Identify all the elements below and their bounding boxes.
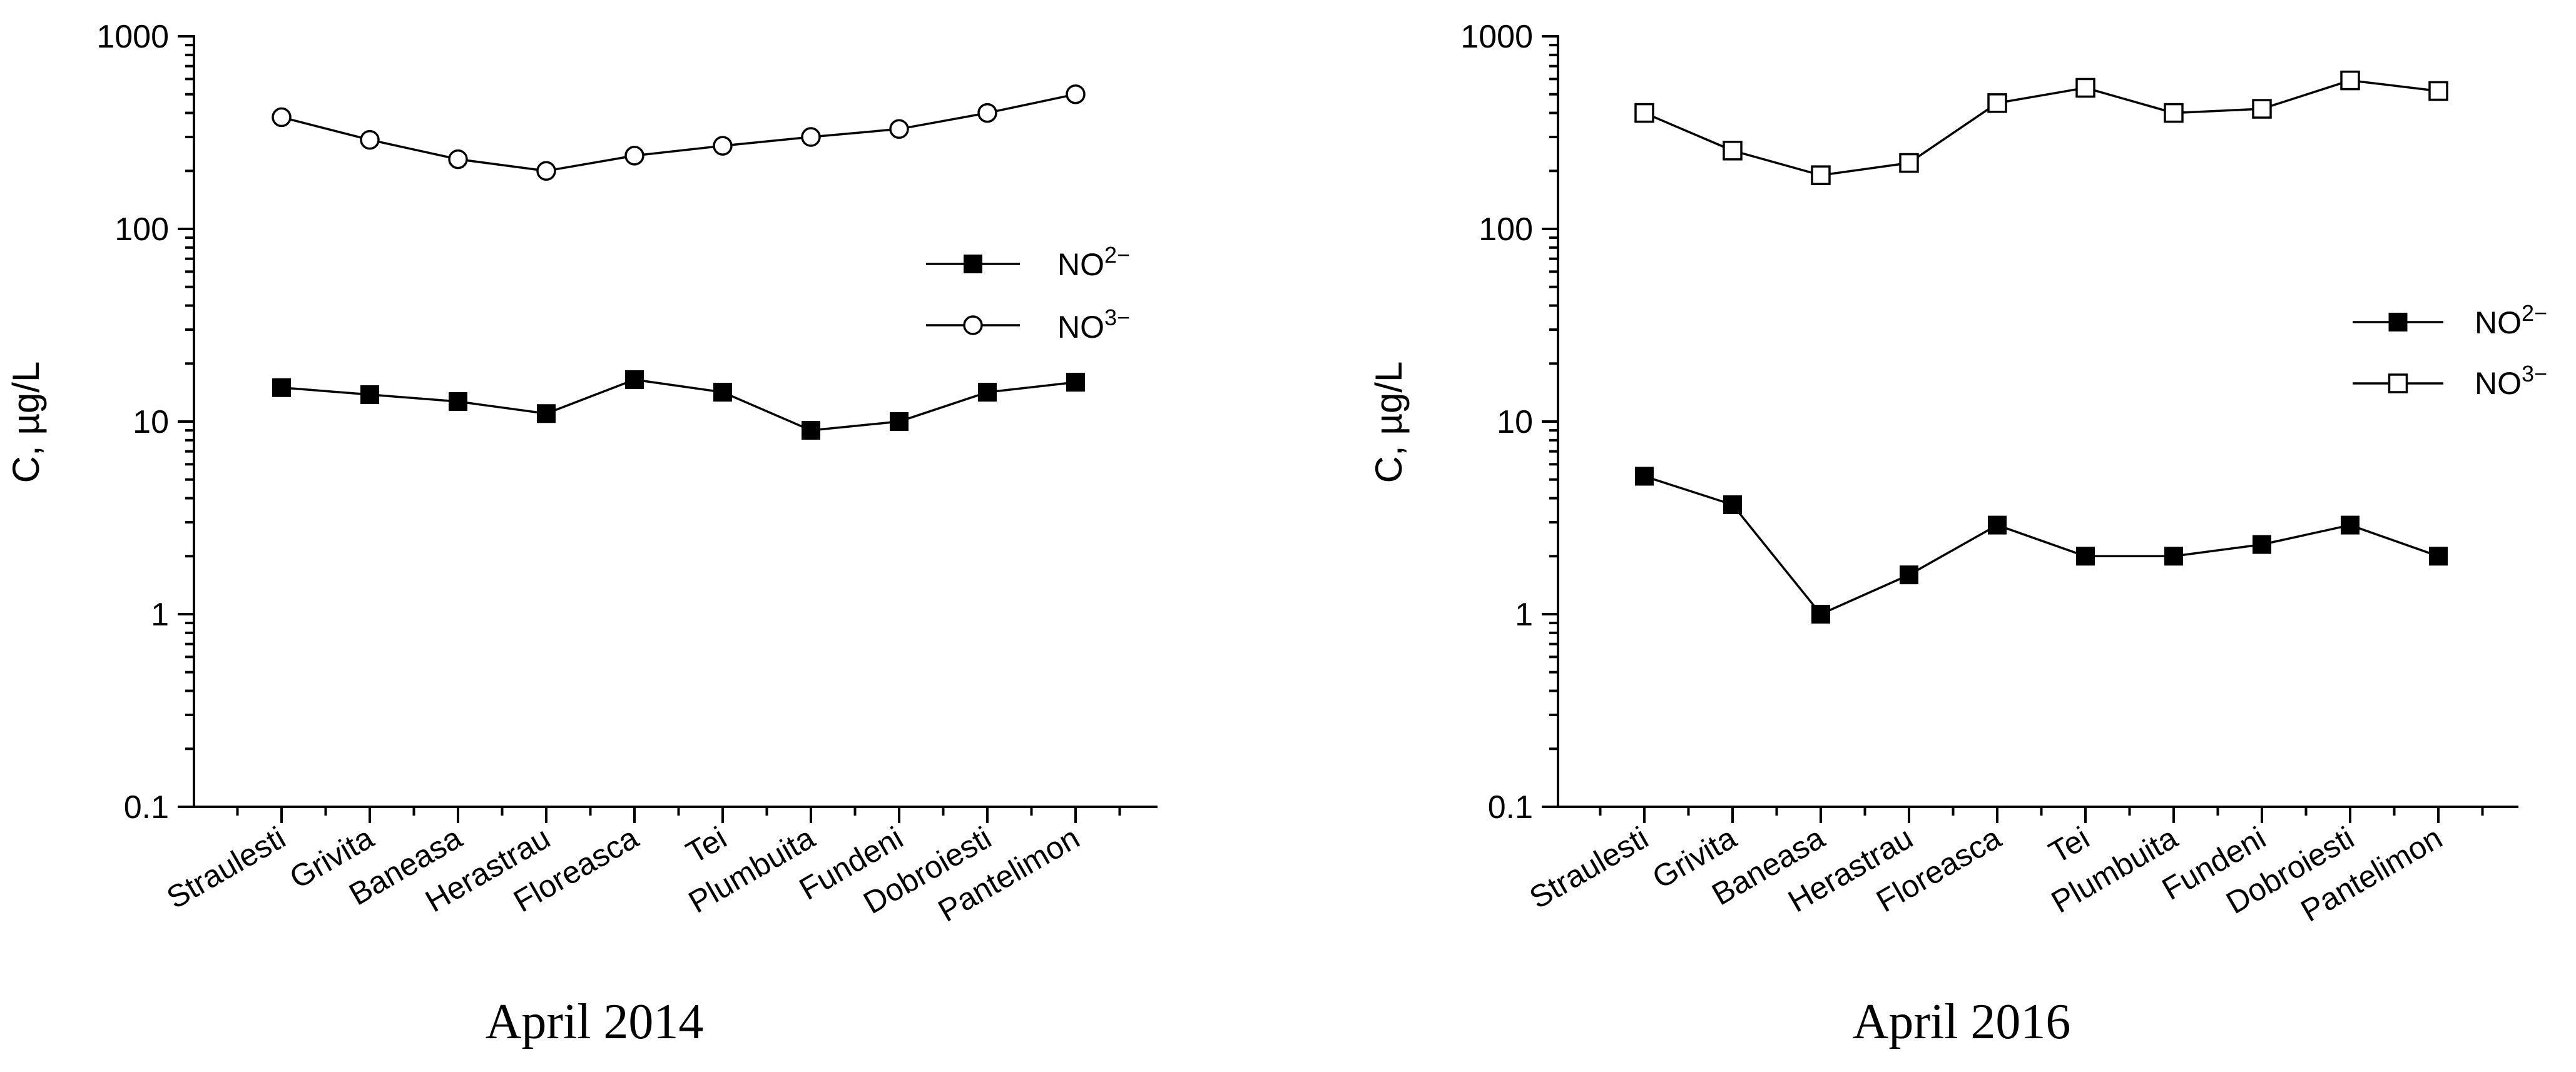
data-point bbox=[802, 421, 820, 440]
data-point bbox=[448, 149, 468, 169]
data-point bbox=[977, 103, 997, 123]
chart-panel-2: 0.11101001000StraulestiGrivitaBaneasaHer… bbox=[1368, 19, 2547, 1049]
legend-marker bbox=[2388, 373, 2408, 393]
legend-label: NO3− bbox=[1057, 305, 1130, 345]
chart-panel-1: 0.11101001000StraulestiGrivitaBaneasaHer… bbox=[5, 19, 1158, 1049]
legend-entry: NO2− bbox=[926, 242, 1130, 282]
data-point bbox=[2341, 515, 2360, 535]
data-point bbox=[2340, 70, 2360, 91]
data-point bbox=[2252, 99, 2272, 119]
data-point bbox=[1635, 467, 1654, 486]
data-point bbox=[272, 378, 291, 397]
data-point bbox=[2076, 547, 2095, 566]
legend-marker bbox=[964, 255, 982, 273]
x-tick-label: Tei bbox=[680, 820, 732, 870]
series-line bbox=[281, 378, 1076, 432]
data-point bbox=[625, 370, 644, 390]
x-tick-label: Tei bbox=[2043, 820, 2095, 870]
data-point bbox=[1811, 605, 1830, 624]
y-axis-label: C, µg/L bbox=[5, 362, 47, 483]
data-point bbox=[713, 383, 732, 402]
data-point bbox=[2429, 547, 2448, 566]
data-point bbox=[2164, 547, 2183, 566]
data-point bbox=[536, 161, 556, 181]
series-line bbox=[1644, 475, 2439, 616]
series-line bbox=[1644, 79, 2439, 176]
series-line bbox=[281, 93, 1076, 173]
y-tick-label: 1000 bbox=[96, 19, 169, 55]
legend-label: NO3− bbox=[2475, 361, 2547, 401]
data-point bbox=[1811, 165, 1831, 185]
y-tick-label: 0.1 bbox=[124, 789, 169, 826]
legend-label: NO2− bbox=[1057, 242, 1130, 282]
data-point bbox=[2164, 103, 2184, 123]
y-tick-label: 1000 bbox=[1460, 19, 1533, 55]
y-tick-label: 0.1 bbox=[1488, 789, 1533, 826]
data-point bbox=[449, 392, 467, 412]
series-no3 bbox=[1634, 70, 2448, 185]
legend-entry: NO3− bbox=[2353, 361, 2547, 401]
x-tick-label: Straulesti bbox=[161, 820, 292, 916]
data-point bbox=[1899, 153, 1919, 173]
data-point bbox=[2428, 81, 2448, 101]
panel-title: April 2016 bbox=[1853, 994, 2071, 1049]
y-tick-label: 10 bbox=[133, 404, 169, 440]
data-point bbox=[624, 146, 644, 166]
data-point bbox=[1987, 93, 2007, 113]
data-point bbox=[1634, 103, 1654, 123]
data-point bbox=[1900, 565, 1918, 585]
panel-title: April 2014 bbox=[486, 994, 704, 1049]
data-point bbox=[1066, 84, 1086, 104]
data-point bbox=[2253, 535, 2271, 554]
y-tick-label: 100 bbox=[1479, 211, 1533, 248]
series-no3 bbox=[272, 84, 1086, 181]
data-point bbox=[1988, 515, 2007, 535]
legend-entry: NO3− bbox=[926, 305, 1130, 345]
x-tick-label: Straulesti bbox=[1524, 820, 1654, 916]
data-point bbox=[889, 119, 909, 139]
y-tick-label: 1 bbox=[1515, 597, 1533, 633]
data-point bbox=[360, 385, 379, 404]
data-point bbox=[1723, 495, 1742, 514]
y-tick-label: 100 bbox=[115, 211, 169, 248]
y-tick-label: 1 bbox=[151, 597, 169, 633]
legend-entry: NO2− bbox=[2353, 300, 2547, 340]
data-point bbox=[272, 107, 292, 128]
y-axis-label: C, µg/L bbox=[1368, 362, 1410, 483]
series-no2 bbox=[272, 370, 1085, 440]
legend-marker bbox=[963, 315, 983, 335]
data-point bbox=[1066, 373, 1085, 392]
data-point bbox=[2075, 78, 2095, 98]
legend-marker bbox=[2388, 313, 2408, 331]
legend-label: NO2− bbox=[2475, 300, 2547, 340]
data-point bbox=[713, 136, 733, 156]
data-point bbox=[537, 404, 556, 423]
y-tick-label: 10 bbox=[1497, 404, 1533, 440]
data-point bbox=[1723, 141, 1743, 161]
data-point bbox=[360, 129, 380, 150]
series-no2 bbox=[1635, 467, 2448, 624]
data-point bbox=[978, 383, 997, 402]
data-point bbox=[890, 412, 909, 431]
data-point bbox=[801, 127, 821, 147]
